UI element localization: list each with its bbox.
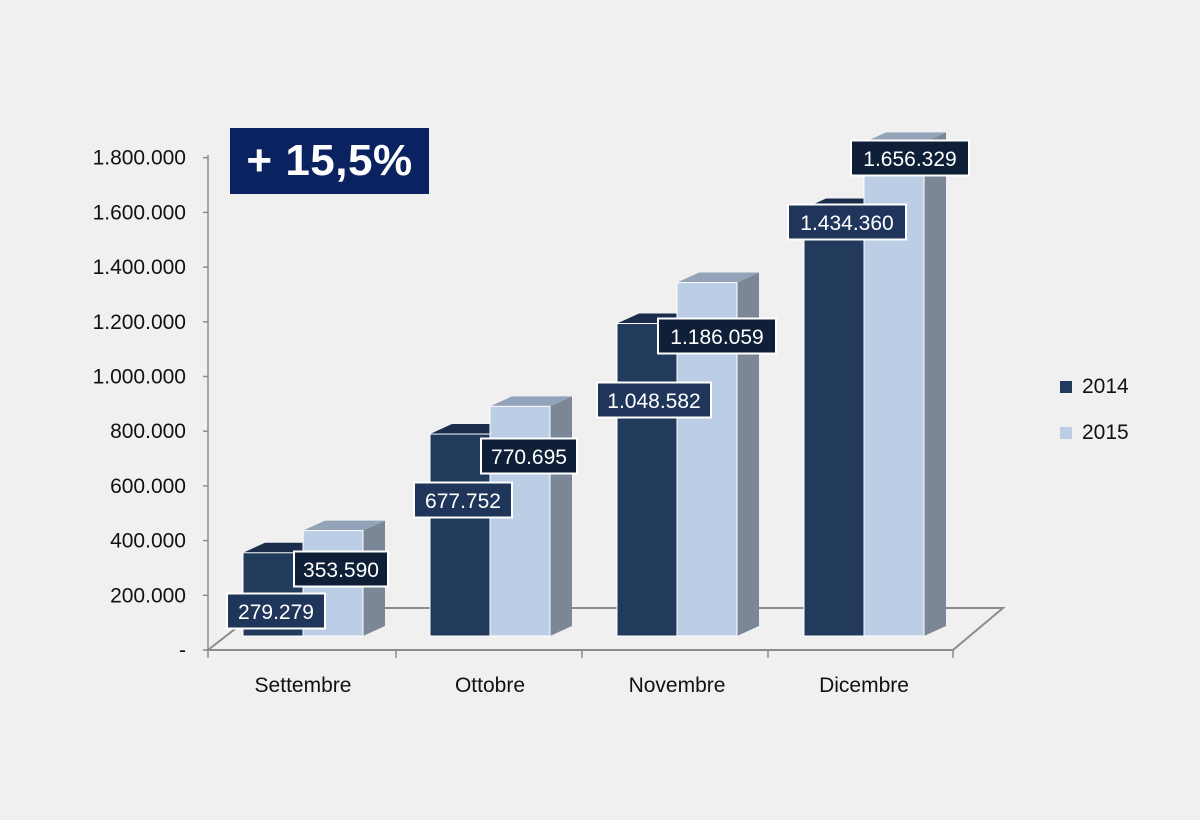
data-label-box xyxy=(293,550,389,588)
data-label: 1.656.329 xyxy=(863,148,956,171)
growth-badge: + 15,5% xyxy=(230,128,429,194)
bar-side-2015 xyxy=(550,396,572,636)
x-category-label: Settembre xyxy=(255,674,352,697)
y-tick-label: 400.000 xyxy=(110,530,186,553)
bar-2014 xyxy=(616,323,678,637)
bar-top-2015 xyxy=(490,396,572,407)
data-label-box xyxy=(596,381,712,419)
legend-swatch xyxy=(1060,381,1072,393)
bar-side-2015 xyxy=(737,272,759,636)
y-tick-label: - xyxy=(179,639,186,662)
data-label: 1.186.059 xyxy=(670,326,763,349)
legend-item-2014: 2014 xyxy=(1060,364,1129,410)
data-label-box xyxy=(787,203,907,241)
data-label-box xyxy=(657,317,777,355)
y-tick-label: 800.000 xyxy=(110,420,186,443)
data-label-box xyxy=(226,592,326,630)
y-tick-label: 1.800.000 xyxy=(93,147,186,170)
x-category-label: Dicembre xyxy=(819,674,909,697)
bar-2014 xyxy=(803,208,865,637)
bar-top-2015 xyxy=(677,272,759,283)
data-label: 279.279 xyxy=(238,601,314,624)
legend-swatch xyxy=(1060,427,1072,439)
y-tick-label: 1.200.000 xyxy=(93,311,186,334)
data-label: 1.434.360 xyxy=(800,212,893,235)
data-label: 1.048.582 xyxy=(607,390,700,413)
legend-label: 2015 xyxy=(1082,421,1129,444)
y-tick-label: 1.000.000 xyxy=(93,366,186,389)
x-category-label: Novembre xyxy=(629,674,726,697)
bar-top-2015 xyxy=(303,520,385,531)
data-label-box xyxy=(413,481,513,519)
y-tick-label: 600.000 xyxy=(110,475,186,498)
x-category-label: Ottobre xyxy=(455,674,525,697)
legend-item-2015: 2015 xyxy=(1060,410,1129,456)
data-label: 677.752 xyxy=(425,490,501,513)
bar-side-2015 xyxy=(924,132,946,637)
legend-label: 2014 xyxy=(1082,375,1129,398)
y-tick-label: 1.400.000 xyxy=(93,256,186,279)
y-tick-label: 200.000 xyxy=(110,584,186,607)
legend: 2014 2015 xyxy=(1060,364,1129,456)
data-label: 770.695 xyxy=(491,446,567,469)
data-label-box xyxy=(850,139,970,177)
y-tick-label: 1.600.000 xyxy=(93,201,186,224)
data-label-box xyxy=(480,437,578,475)
data-label: 353.590 xyxy=(303,559,379,582)
